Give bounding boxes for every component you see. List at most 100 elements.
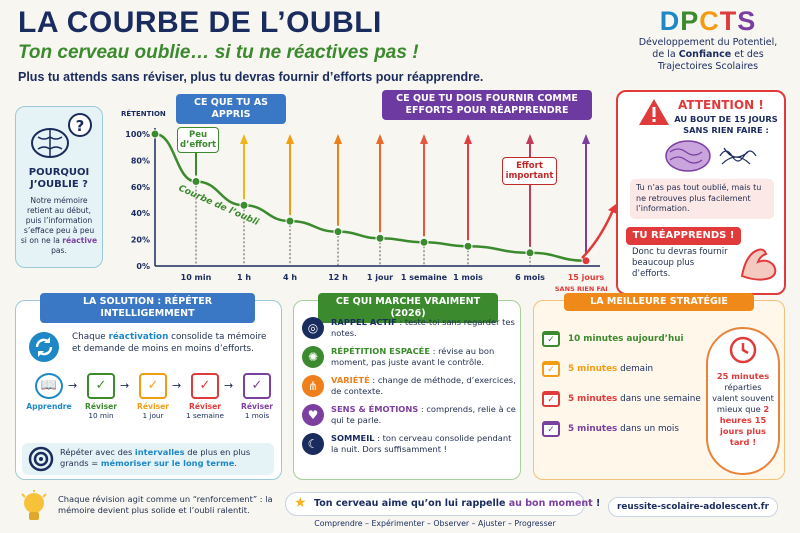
works-item: ⋔ VARIÉTÉ : change de méthode, d’exercice… (302, 375, 516, 397)
strategy-item: ✓ 5 minutes dans un mois (542, 421, 702, 437)
step-interval: 1 jour (142, 411, 164, 420)
review-step: ✓ Réviser 10 min (78, 373, 124, 420)
data-point (581, 256, 591, 266)
step-arrow: → (68, 379, 78, 392)
heart-icon: ♥ (302, 404, 324, 426)
strategy-item-text: 10 minutes aujourd’hui (568, 334, 684, 344)
x-tick-label: 1 semaine (401, 273, 448, 282)
y-tick-label: 80% (131, 156, 150, 165)
review-step: ✓ Réviser 1 mois (234, 373, 280, 420)
data-point (525, 248, 535, 258)
strategy-note-text: 25 minutes réparties valent souvent mieu… (712, 371, 774, 447)
intro-text: Plus tu attends sans réviser, plus tu de… (18, 70, 484, 84)
step-arrow: → (224, 379, 234, 392)
logo-letter: S (737, 6, 757, 36)
calendar-check-icon: ✓ (542, 331, 560, 347)
attention-box: ATTENTION ! AU BOUT DE 15 JOURS SANS RIE… (616, 90, 786, 295)
muscle-arm-icon (740, 248, 777, 281)
x-tick-label: 4 h (283, 273, 297, 282)
x-tick-label: 6 mois (515, 273, 545, 282)
step-label: Réviser (189, 402, 221, 411)
logo-letters: DPCTS (638, 6, 778, 37)
strategy-note: 25 minutes réparties valent souvent mieu… (706, 327, 780, 475)
step-interval: 10 min (88, 411, 114, 420)
logo-line-3: Trajectoires Scolaires (657, 61, 759, 72)
why-text: Notre mémoire retient au début, puis l’i… (20, 196, 98, 255)
effort-label: CE QUE TU DOIS FOURNIR COMME EFFORTS POU… (382, 90, 592, 120)
logo-letter: D (659, 6, 681, 36)
target-icon (28, 446, 54, 472)
strategy-item-text: 5 minutes demain (568, 364, 654, 374)
x-tick-label: 15 jours (568, 273, 605, 282)
strategy-box: LA MEILLEURE STRATÉGIE ✓ 10 minutes aujou… (533, 293, 785, 480)
y-tick-label: 20% (131, 236, 150, 245)
y-tick-label: 0% (136, 262, 150, 271)
moon-icon: ☾ (302, 433, 324, 455)
logo-line-1: Développement du Potentiel, (638, 37, 778, 48)
why-box: ? POURQUOI J’OUBLIE ? Notre mémoire reti… (15, 106, 103, 268)
step-interval: 1 mois (244, 411, 270, 420)
strategy-item: ✓ 10 minutes aujourd’hui (542, 331, 702, 347)
logo-line-2: de la Confiance et des (652, 49, 764, 60)
data-point (333, 227, 343, 237)
y-tick-label: 100% (125, 130, 150, 139)
logo-letter: P (680, 6, 700, 36)
effort-arrowhead (376, 134, 384, 144)
forgetting-curve-line (154, 132, 587, 262)
brain-tangle-icon (665, 140, 757, 172)
step-label: Réviser (241, 402, 273, 411)
relearn-label: TU RÉAPPRENDS ! (626, 227, 741, 245)
logo: DPCTS Développement du Potentiel, de la … (638, 6, 778, 73)
data-point (463, 241, 473, 251)
solution-box: LA SOLUTION : RÉPÉTER INTELLIGEMMENT Cha… (15, 293, 282, 480)
brain-icon: ✺ (302, 346, 324, 368)
review-step: ✓ Réviser 1 semaine (182, 373, 228, 420)
attention-title: ATTENTION ! (678, 98, 764, 112)
effort-arrowhead (464, 134, 472, 144)
step-arrow: → (172, 379, 182, 392)
y-tick-label: 60% (131, 183, 150, 192)
x-tick-label: 12 h (328, 273, 348, 282)
strategy-item: ✓ 5 minutes demain (542, 361, 702, 377)
data-point (285, 216, 295, 226)
effort-arrowhead (286, 134, 294, 144)
works-box: CE QUI MARCHE VRAIMENT (2026) ◎ RAPPEL AC… (293, 293, 521, 480)
review-step: 📖 Apprendre (26, 373, 72, 411)
footer-motto: Comprendre – Expérimenter – Observer – A… (314, 519, 556, 528)
footer-bulb-text: Chaque révision agit comme un “renforcem… (58, 494, 273, 515)
warning-icon (639, 99, 669, 125)
attention-text: Tu n’as pas tout oublié, mais tu ne retr… (630, 179, 774, 219)
works-item: ♥ SENS & ÉMOTIONS : comprends, relie à ce… (302, 404, 516, 426)
relearn-text: Donc tu devras fournir beaucoup plus d’e… (632, 247, 728, 279)
calendar-check-icon: ✓ (542, 361, 560, 377)
why-title: POURQUOI J’OUBLIE ? (28, 167, 90, 190)
calendar-check-icon: ✓ (191, 373, 219, 399)
clock-icon (729, 336, 757, 364)
calendar-check-icon: ✓ (243, 373, 271, 399)
data-point (150, 129, 160, 139)
logo-letter: T (719, 6, 738, 36)
strategy-item-text: 5 minutes dans une semaine (568, 394, 701, 404)
step-arrow: → (120, 379, 130, 392)
logo-letter: C (699, 6, 720, 36)
x-tick-label: 1 h (237, 273, 251, 282)
x-tick-label: 1 jour (367, 273, 393, 282)
target-icon: ◎ (302, 317, 324, 339)
svg-text:?: ? (76, 117, 85, 135)
step-label: Apprendre (26, 402, 72, 411)
step-interval: 1 semaine (186, 411, 224, 420)
step-label: Réviser (137, 402, 169, 411)
effort-arrowhead (334, 134, 342, 144)
high-effort-label: Effort important (502, 157, 557, 185)
solution-footer: Répéter avec des intervalles de plus en … (22, 443, 274, 475)
strategy-item: ✓ 5 minutes dans une semaine (542, 391, 702, 407)
effort-arrowhead (526, 134, 534, 144)
site-link[interactable]: reussite-scolaire-adolescent.fr (608, 497, 778, 517)
data-point (375, 233, 385, 243)
lightbulb-icon (21, 490, 47, 520)
low-effort-label: Peu d’effort (177, 127, 219, 153)
brain-question-icon: ? (31, 113, 92, 158)
attention-sub: AU BOUT DE 15 JOURS SANS RIEN FAIRE : (674, 114, 778, 135)
calendar-check-icon: ✓ (542, 421, 560, 437)
network-icon: ⋔ (302, 375, 324, 397)
